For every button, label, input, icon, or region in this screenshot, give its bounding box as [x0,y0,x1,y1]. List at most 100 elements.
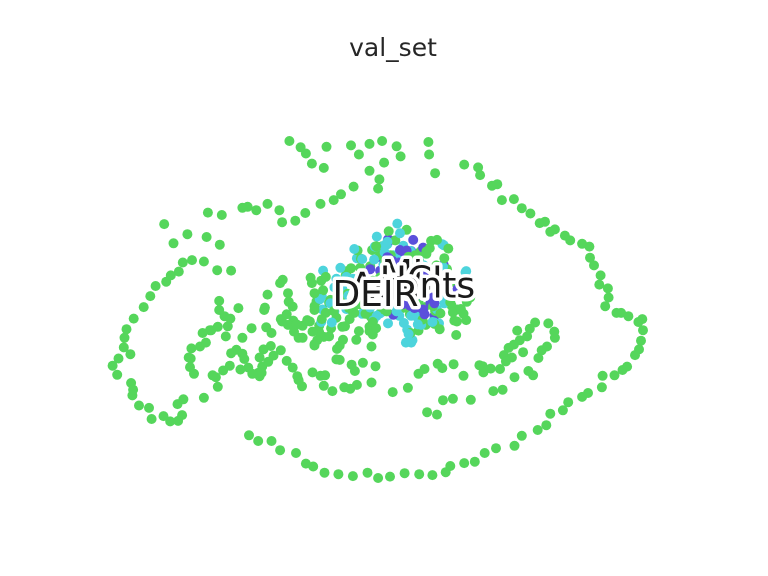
data-point [244,430,254,441]
data-point [495,364,505,374]
data-point [274,205,285,216]
data-point [475,170,486,181]
data-point [459,458,470,469]
data-point [423,137,434,147]
data-point [324,331,335,342]
data-point [178,394,189,405]
data-point [287,301,298,312]
data-point [212,381,223,392]
data-point [304,316,315,327]
data-point [202,207,213,218]
data-point [387,261,398,272]
data-point [366,377,377,388]
data-point [112,369,123,380]
data-point [297,332,308,343]
data-point [392,218,403,229]
data-point [509,440,520,451]
data-point [577,238,588,249]
data-point [341,271,352,282]
data-point [391,306,402,317]
data-point [107,360,118,371]
data-point [254,352,265,363]
data-point [220,331,231,342]
data-point [214,295,225,306]
data-point [503,342,514,353]
data-point [469,456,480,467]
data-point [545,226,556,237]
data-point [395,151,406,162]
data-point [403,329,414,339]
data-point [500,356,511,367]
data-point [545,408,556,419]
data-point [400,277,411,288]
data-point [391,141,402,152]
cluster-label-deir: DEIR [332,274,418,315]
data-point [443,243,454,254]
data-point [158,411,169,422]
data-point [408,279,419,290]
data-point [347,290,358,301]
data-point [557,405,568,416]
data-point [226,348,237,359]
data-point [246,323,257,334]
data-point [185,353,196,364]
data-point [630,350,640,361]
cluster-label-agents: Agents [350,266,475,307]
data-point [426,289,437,300]
data-point [333,469,344,480]
data-point [479,448,490,458]
data-point [402,382,413,393]
data-point [212,321,223,332]
data-point [309,301,320,312]
data-point [328,195,339,206]
data-point [524,323,535,334]
data-point [306,278,317,289]
data-point [182,229,193,240]
data-point [435,308,446,319]
data-point [412,319,423,330]
data-point [509,372,520,383]
data-point [320,370,331,381]
data-point [316,314,327,325]
data-point [337,321,348,332]
data-point [451,330,462,340]
data-point [326,317,337,328]
data-point [488,386,499,397]
data-point [224,360,235,371]
data-point [596,382,607,393]
data-point [408,234,419,245]
data-point [320,271,331,282]
data-point [385,471,395,482]
data-point [318,162,329,173]
data-point [518,347,529,358]
data-point [346,359,357,370]
data-point [291,448,301,458]
data-point [328,306,339,316]
chart-title: val_set [349,33,437,62]
data-point [623,311,634,322]
data-point [383,318,393,329]
data-point [332,343,342,354]
data-point [306,158,317,169]
data-point [266,436,277,446]
data-point [134,400,144,411]
data-point [418,291,429,302]
data-point [369,254,380,265]
data-point [159,219,170,230]
data-point [344,303,354,314]
data-point [357,254,368,265]
data-point [377,136,388,146]
data-point [319,467,330,478]
data-point [347,471,358,482]
data-point [452,283,463,294]
data-point [346,140,356,151]
cluster-label-ml: ML [382,253,433,294]
data-point [427,317,438,327]
data-point [559,230,570,241]
data-point [186,343,197,354]
data-point [327,386,338,397]
data-point [277,316,288,327]
data-point [292,371,303,382]
data-point [346,263,356,274]
